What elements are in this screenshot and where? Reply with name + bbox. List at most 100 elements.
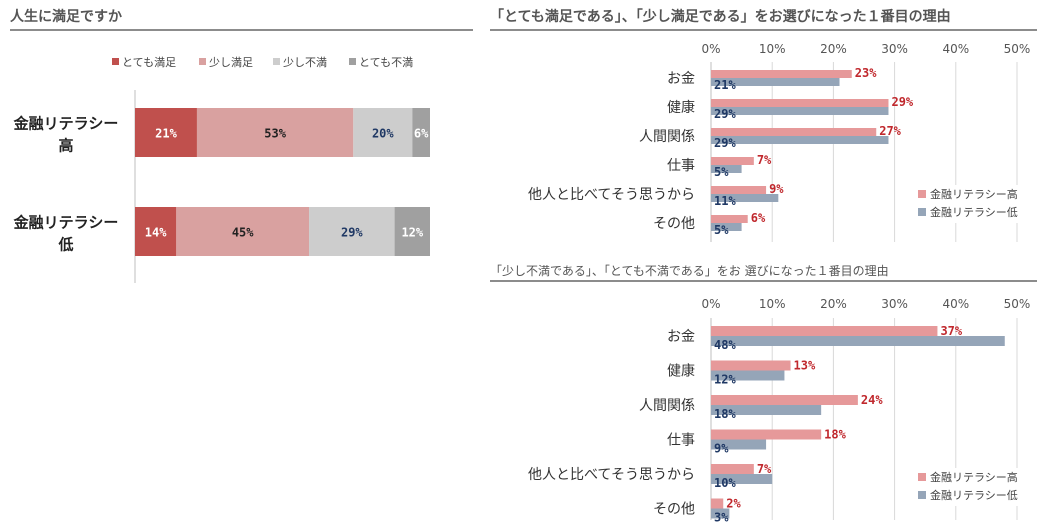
top-tick-1: 10% <box>759 42 786 56</box>
stacked-bar-0-3 <box>412 108 430 157</box>
top-bar-low-1 <box>711 107 889 115</box>
stacked-bar-1-1 <box>176 207 310 256</box>
bottom-bar-low-0 <box>711 336 1005 346</box>
legend-label-0: とても満足 <box>122 56 176 69</box>
legend-label-2: 少し不満 <box>283 56 327 69</box>
bottom-label-high-4: 7% <box>757 462 772 476</box>
top-legend-label-low: 金融リテラシー低 <box>930 205 1018 219</box>
stacked-label-1-2: 29% <box>341 226 363 240</box>
bottom-tick-4: 40% <box>942 297 969 311</box>
top-legend-swatch-low <box>918 208 926 216</box>
stacked-bar-1-0 <box>135 207 177 256</box>
left-title-rule <box>10 29 473 31</box>
bottom-bar-high-1 <box>711 360 791 371</box>
top-bar-high-5 <box>711 215 748 223</box>
bottom-legend-label-high: 金融リテラシー高 <box>930 470 1018 484</box>
bottom-label-low-2: 18% <box>714 407 736 421</box>
bottom-bar-low-4 <box>711 474 773 484</box>
top-bar-low-2 <box>711 136 889 144</box>
right-bottom-chart-title: 「少し不満である」、「とても不満である」をお 選びになった１番目の理由 <box>490 264 889 278</box>
top-label-high-2: 27% <box>879 124 901 138</box>
bottom-bar-high-5 <box>711 498 724 509</box>
category-label-0-1: 高 <box>58 137 73 155</box>
top-label-low-0: 21% <box>714 78 736 92</box>
bottom-label-high-3: 18% <box>824 428 846 442</box>
top-bar-low-3 <box>711 165 742 173</box>
top-tick-0: 0% <box>701 42 720 56</box>
stacked-bar-0-1 <box>196 108 354 157</box>
category-label-1-1: 低 <box>57 236 73 254</box>
top-tick-2: 20% <box>820 42 847 56</box>
top-tick-4: 40% <box>942 42 969 56</box>
category-label-0-0: 金融リテラシー <box>13 115 119 133</box>
top-bar-high-0 <box>711 70 852 78</box>
bottom-label-low-4: 10% <box>714 476 736 490</box>
bottom-bar-high-2 <box>711 395 858 405</box>
bottom-legend-swatch-high <box>918 473 926 481</box>
bottom-tick-3: 30% <box>881 297 908 311</box>
top-category-4: 他人と比べてそう思うから <box>528 187 695 203</box>
top-tick-5: 50% <box>1004 42 1031 56</box>
stacked-label-0-3: 6% <box>414 127 429 141</box>
stacked-label-0-1: 53% <box>264 127 286 141</box>
stacked-bar-0-0 <box>135 108 197 157</box>
top-bar-low-0 <box>711 78 840 86</box>
left-chart-title: 人生に満足ですか <box>10 9 122 25</box>
stacked-label-0-0: 21% <box>155 127 177 141</box>
top-label-high-1: 29% <box>891 95 913 109</box>
bottom-bar-low-5 <box>711 508 730 519</box>
bottom-label-low-5: 3% <box>714 511 729 524</box>
bottom-bar-high-4 <box>711 464 754 474</box>
top-category-3: 仕事 <box>667 158 695 174</box>
bottom-bar-high-3 <box>711 429 822 440</box>
top-label-high-4: 9% <box>769 182 784 196</box>
bottom-bar-low-1 <box>711 370 785 381</box>
bottom-bar-high-0 <box>711 326 938 336</box>
top-label-low-4: 11% <box>714 194 736 208</box>
legend-label-3: とても不満 <box>359 56 413 69</box>
top-bar-high-2 <box>711 128 877 136</box>
stacked-label-0-2: 20% <box>372 127 394 141</box>
legend-swatch-2 <box>273 58 280 65</box>
legend-label-1: 少し満足 <box>209 56 253 69</box>
stacked-label-1-1: 45% <box>232 226 254 240</box>
bottom-category-0: お金 <box>667 329 695 345</box>
stacked-bar-1-2 <box>309 207 395 256</box>
right-top-title-rule <box>490 29 1037 31</box>
top-legend-label-high: 金融リテラシー高 <box>930 187 1018 201</box>
bottom-tick-5: 50% <box>1004 297 1031 311</box>
bottom-category-3: 仕事 <box>667 433 695 449</box>
top-bar-high-1 <box>711 99 889 107</box>
bottom-legend-swatch-low <box>918 491 926 499</box>
bottom-category-4: 他人と比べてそう思うから <box>528 467 695 483</box>
top-label-high-3: 7% <box>757 153 772 167</box>
top-category-2: 人間関係 <box>639 129 695 145</box>
category-label-1-0: 金融リテラシー <box>13 214 119 232</box>
top-legend-box <box>912 185 1030 223</box>
top-label-high-0: 23% <box>855 66 877 80</box>
bottom-tick-2: 20% <box>820 297 847 311</box>
bottom-label-low-0: 48% <box>714 338 736 352</box>
bottom-category-2: 人間関係 <box>639 398 695 414</box>
top-label-low-3: 5% <box>714 165 729 179</box>
legend-swatch-1 <box>199 58 206 65</box>
bottom-label-high-1: 13% <box>794 359 816 373</box>
bottom-label-high-5: 2% <box>726 497 741 511</box>
right-bottom-title-rule <box>490 280 1037 282</box>
bottom-bar-low-3 <box>711 439 767 450</box>
bottom-label-low-1: 12% <box>714 373 736 387</box>
stacked-label-1-3: 12% <box>401 226 423 240</box>
top-label-high-5: 6% <box>751 211 766 225</box>
top-category-1: 健康 <box>667 99 695 116</box>
stacked-label-1-0: 14% <box>145 226 167 240</box>
top-category-0: お金 <box>667 71 695 87</box>
top-label-low-2: 29% <box>714 136 736 150</box>
stacked-bar-1-3 <box>394 207 430 256</box>
bottom-tick-1: 10% <box>759 297 786 311</box>
stacked-bar-0-2 <box>353 108 413 157</box>
bottom-legend-label-low: 金融リテラシー低 <box>930 488 1018 502</box>
legend-swatch-0 <box>112 58 119 65</box>
bottom-category-1: 健康 <box>667 363 695 380</box>
top-label-low-5: 5% <box>714 223 729 237</box>
